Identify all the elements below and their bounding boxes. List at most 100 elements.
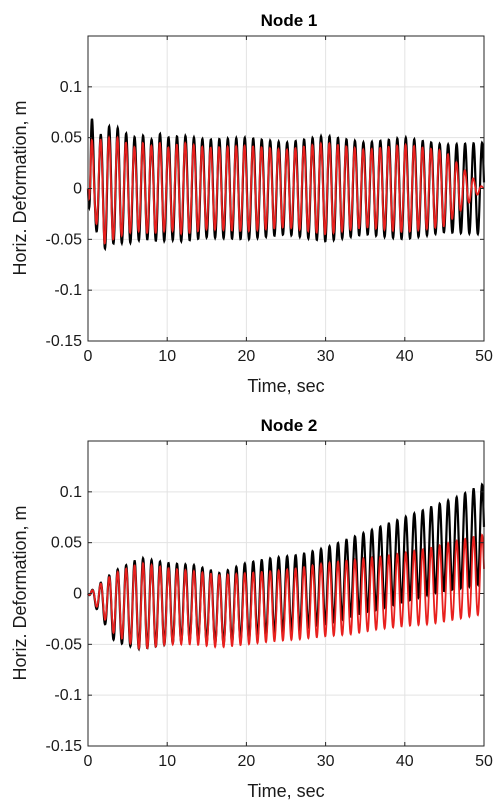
data-point — [404, 501, 405, 502]
data-point — [91, 241, 92, 242]
data-point — [167, 639, 168, 640]
x-axis-label: Time, sec — [247, 376, 324, 396]
data-point — [365, 512, 366, 513]
y-tick-label: -0.15 — [46, 333, 83, 350]
y-tick-label: 0.1 — [60, 79, 82, 96]
data-point — [325, 234, 326, 235]
data-point — [95, 157, 96, 158]
data-point — [159, 234, 160, 235]
data-point — [404, 542, 405, 543]
x-tick-label: 40 — [396, 753, 414, 770]
data-point — [246, 239, 247, 240]
data-point — [246, 557, 247, 558]
data-point — [444, 537, 445, 538]
y-tick-label: 0 — [73, 181, 82, 198]
data-point — [127, 234, 128, 235]
series-group — [86, 118, 486, 268]
data-point — [182, 234, 183, 235]
x-tick-label: 10 — [158, 753, 176, 770]
data-point — [325, 552, 326, 553]
data-point — [91, 634, 92, 635]
y-axis-label: Horiz. Deformation, m — [10, 505, 30, 680]
chart-node-2: Node 2 -0.15 -0.1 -0.05 0 0.05 0.1 0 10 20 30 40 5… — [10, 416, 493, 801]
data-point — [285, 554, 286, 555]
data-point — [91, 267, 92, 268]
data-point — [117, 249, 118, 250]
data-point — [404, 232, 405, 233]
chart-node-1: Node 1 -0.15 -0.1 -0.05 0 0.05 0.1 0 10 20 30 40 5… — [10, 11, 493, 396]
data-point — [122, 135, 123, 136]
data-point — [135, 137, 136, 138]
data-point — [285, 532, 286, 533]
data-point — [98, 239, 99, 240]
data-point — [113, 137, 114, 138]
data-point — [122, 142, 123, 143]
data-point — [444, 144, 445, 145]
y-tick-label: -0.1 — [54, 687, 82, 704]
data-point — [103, 562, 104, 563]
data-point — [151, 139, 152, 140]
data-point — [325, 520, 326, 521]
data-point — [325, 241, 326, 242]
data-point — [127, 567, 128, 568]
x-tick-label: 40 — [396, 348, 414, 365]
x-ticks: 0 10 20 30 40 50 — [84, 441, 493, 770]
y-tick-label: -0.05 — [46, 231, 83, 248]
y-tick-label: 0.05 — [51, 535, 82, 552]
data-point — [127, 562, 128, 563]
data-point — [95, 571, 96, 572]
data-point — [103, 129, 104, 130]
chart-title: Node 1 — [261, 11, 318, 30]
data-point — [206, 554, 207, 555]
x-tick-label: 0 — [84, 753, 93, 770]
data-point — [103, 132, 104, 133]
y-tick-label: 0.05 — [51, 130, 82, 147]
x-tick-label: 20 — [238, 348, 256, 365]
data-point — [444, 491, 445, 492]
data-point — [159, 243, 160, 244]
data-point — [182, 567, 183, 568]
y-tick-label: -0.05 — [46, 636, 83, 653]
data-point — [117, 239, 118, 240]
data-point — [143, 639, 144, 640]
data-point — [167, 137, 168, 138]
data-point — [95, 149, 96, 150]
y-tick-label: -0.15 — [46, 738, 83, 755]
y-tick-label: 0 — [73, 586, 82, 603]
data-point — [151, 145, 152, 146]
data-point — [98, 234, 99, 235]
data-point — [206, 147, 207, 148]
data-point — [444, 150, 445, 151]
data-point — [404, 239, 405, 240]
data-point — [103, 557, 104, 558]
y-ticks: -0.15 -0.1 -0.05 0 0.05 0.1 — [46, 484, 484, 755]
y-tick-label: 0.1 — [60, 484, 82, 501]
y-axis-label: Horiz. Deformation, m — [10, 100, 30, 275]
data-point — [108, 239, 109, 240]
data-point — [182, 562, 183, 563]
x-tick-label: 0 — [84, 348, 93, 365]
series-red-line — [87, 533, 485, 651]
data-point — [206, 562, 207, 563]
data-point — [246, 231, 247, 232]
data-point — [95, 573, 96, 574]
data-point — [167, 147, 168, 148]
series-red-line — [87, 135, 485, 245]
series-group — [87, 482, 486, 652]
data-point — [365, 142, 366, 143]
data-point — [127, 244, 128, 245]
data-point — [365, 149, 366, 150]
data-point — [206, 139, 207, 140]
chart-title: Node 2 — [261, 416, 318, 435]
data-point — [143, 241, 144, 242]
x-ticks: 0 10 20 30 40 50 — [84, 36, 493, 365]
x-tick-label: 30 — [317, 348, 335, 365]
data-point — [365, 547, 366, 548]
data-point — [108, 251, 109, 252]
data-point — [246, 542, 247, 543]
x-tick-label: 30 — [317, 753, 335, 770]
data-point — [143, 234, 144, 235]
data-point — [113, 133, 114, 134]
x-tick-label: 50 — [475, 753, 493, 770]
